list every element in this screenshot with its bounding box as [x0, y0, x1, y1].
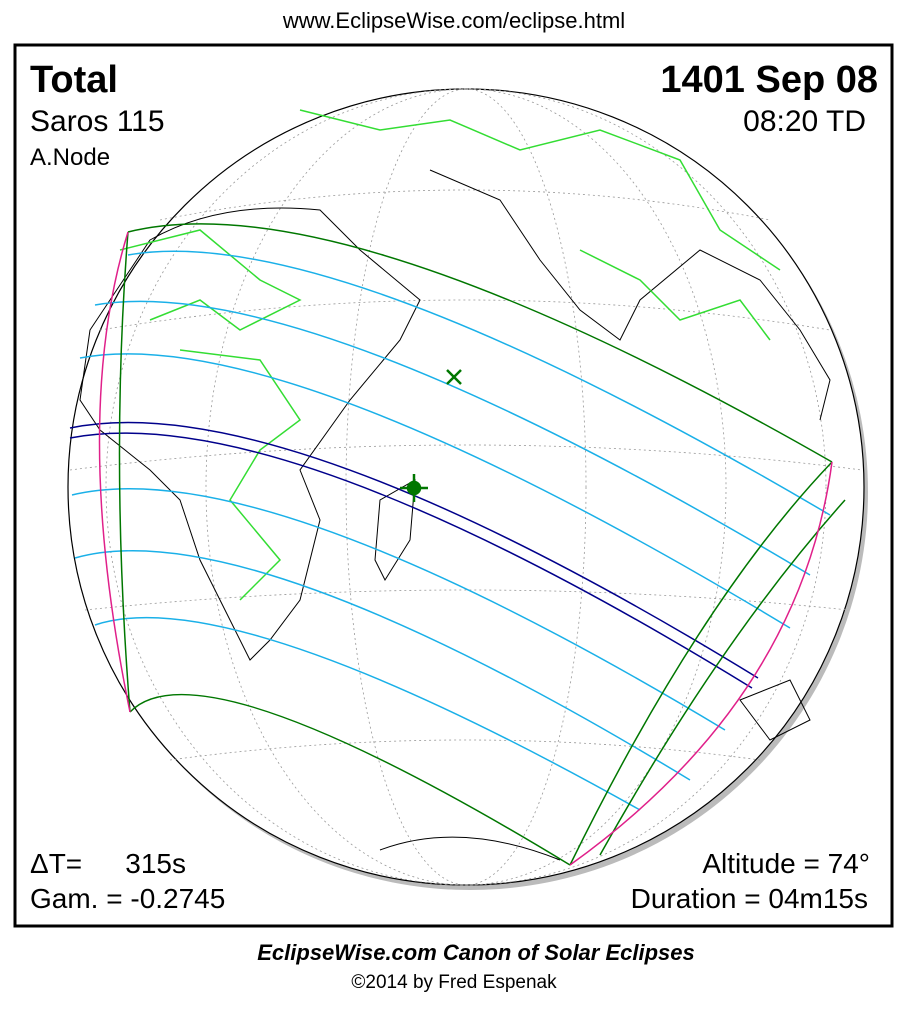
totality-path [69, 421, 759, 689]
frame [13, 43, 894, 928]
meridian [105, 88, 827, 886]
path-limit [69, 432, 753, 689]
sunrise-curve [98, 231, 131, 713]
delta-t-label: ΔT= [30, 848, 82, 879]
node: A.Node [30, 144, 110, 171]
eclipse-date: 1401 Sep 08 [660, 59, 878, 101]
url: www.EclipseWise.com/eclipse.html [282, 8, 625, 33]
borders [119, 109, 781, 601]
north-limit [127, 223, 833, 463]
altitude: Altitude = 74° [702, 848, 870, 879]
penumbral-limits [118, 223, 846, 866]
east-limit [599, 499, 846, 856]
west-limit [118, 231, 131, 713]
magnitude-line [127, 250, 831, 516]
asia [429, 169, 831, 421]
duration: Duration = 04m15s [631, 883, 868, 914]
graticule [69, 88, 863, 886]
globe-disc [67, 88, 865, 886]
eclipse-type: Total [30, 59, 118, 101]
border [179, 349, 302, 601]
time: 08:20 TD [743, 105, 866, 138]
parallel [169, 739, 761, 761]
border [119, 229, 302, 331]
copyright: ©2014 by Fred Espenak [351, 972, 557, 993]
path-limit [69, 421, 759, 679]
saros: Saros 115 [30, 105, 165, 138]
footer-title: EclipseWise.com Canon of Solar Eclipses [257, 940, 695, 965]
magnitude-line [79, 353, 791, 629]
delta-t: 315s [125, 848, 186, 879]
border [299, 109, 781, 271]
south-limit [129, 693, 571, 866]
gamma: Gam. = -0.2745 [30, 883, 225, 914]
eclipse-magnitude-lines [71, 250, 831, 811]
sunset-curve [569, 461, 833, 866]
greatest-eclipse-marker [400, 369, 462, 502]
magnitude-line [71, 488, 726, 731]
antarctica [379, 836, 561, 861]
gamma-marker [446, 369, 462, 385]
parallel [159, 189, 771, 221]
africa [79, 207, 421, 661]
magnitude-line [94, 616, 641, 811]
border [579, 249, 771, 341]
east-limit [569, 461, 833, 866]
rise-set-curves [98, 231, 833, 866]
parallel [99, 299, 831, 331]
landmass [739, 679, 811, 741]
parallel [84, 589, 849, 611]
magnitude-line [74, 550, 691, 781]
globe [67, 88, 868, 890]
magnitude-line [94, 300, 811, 576]
